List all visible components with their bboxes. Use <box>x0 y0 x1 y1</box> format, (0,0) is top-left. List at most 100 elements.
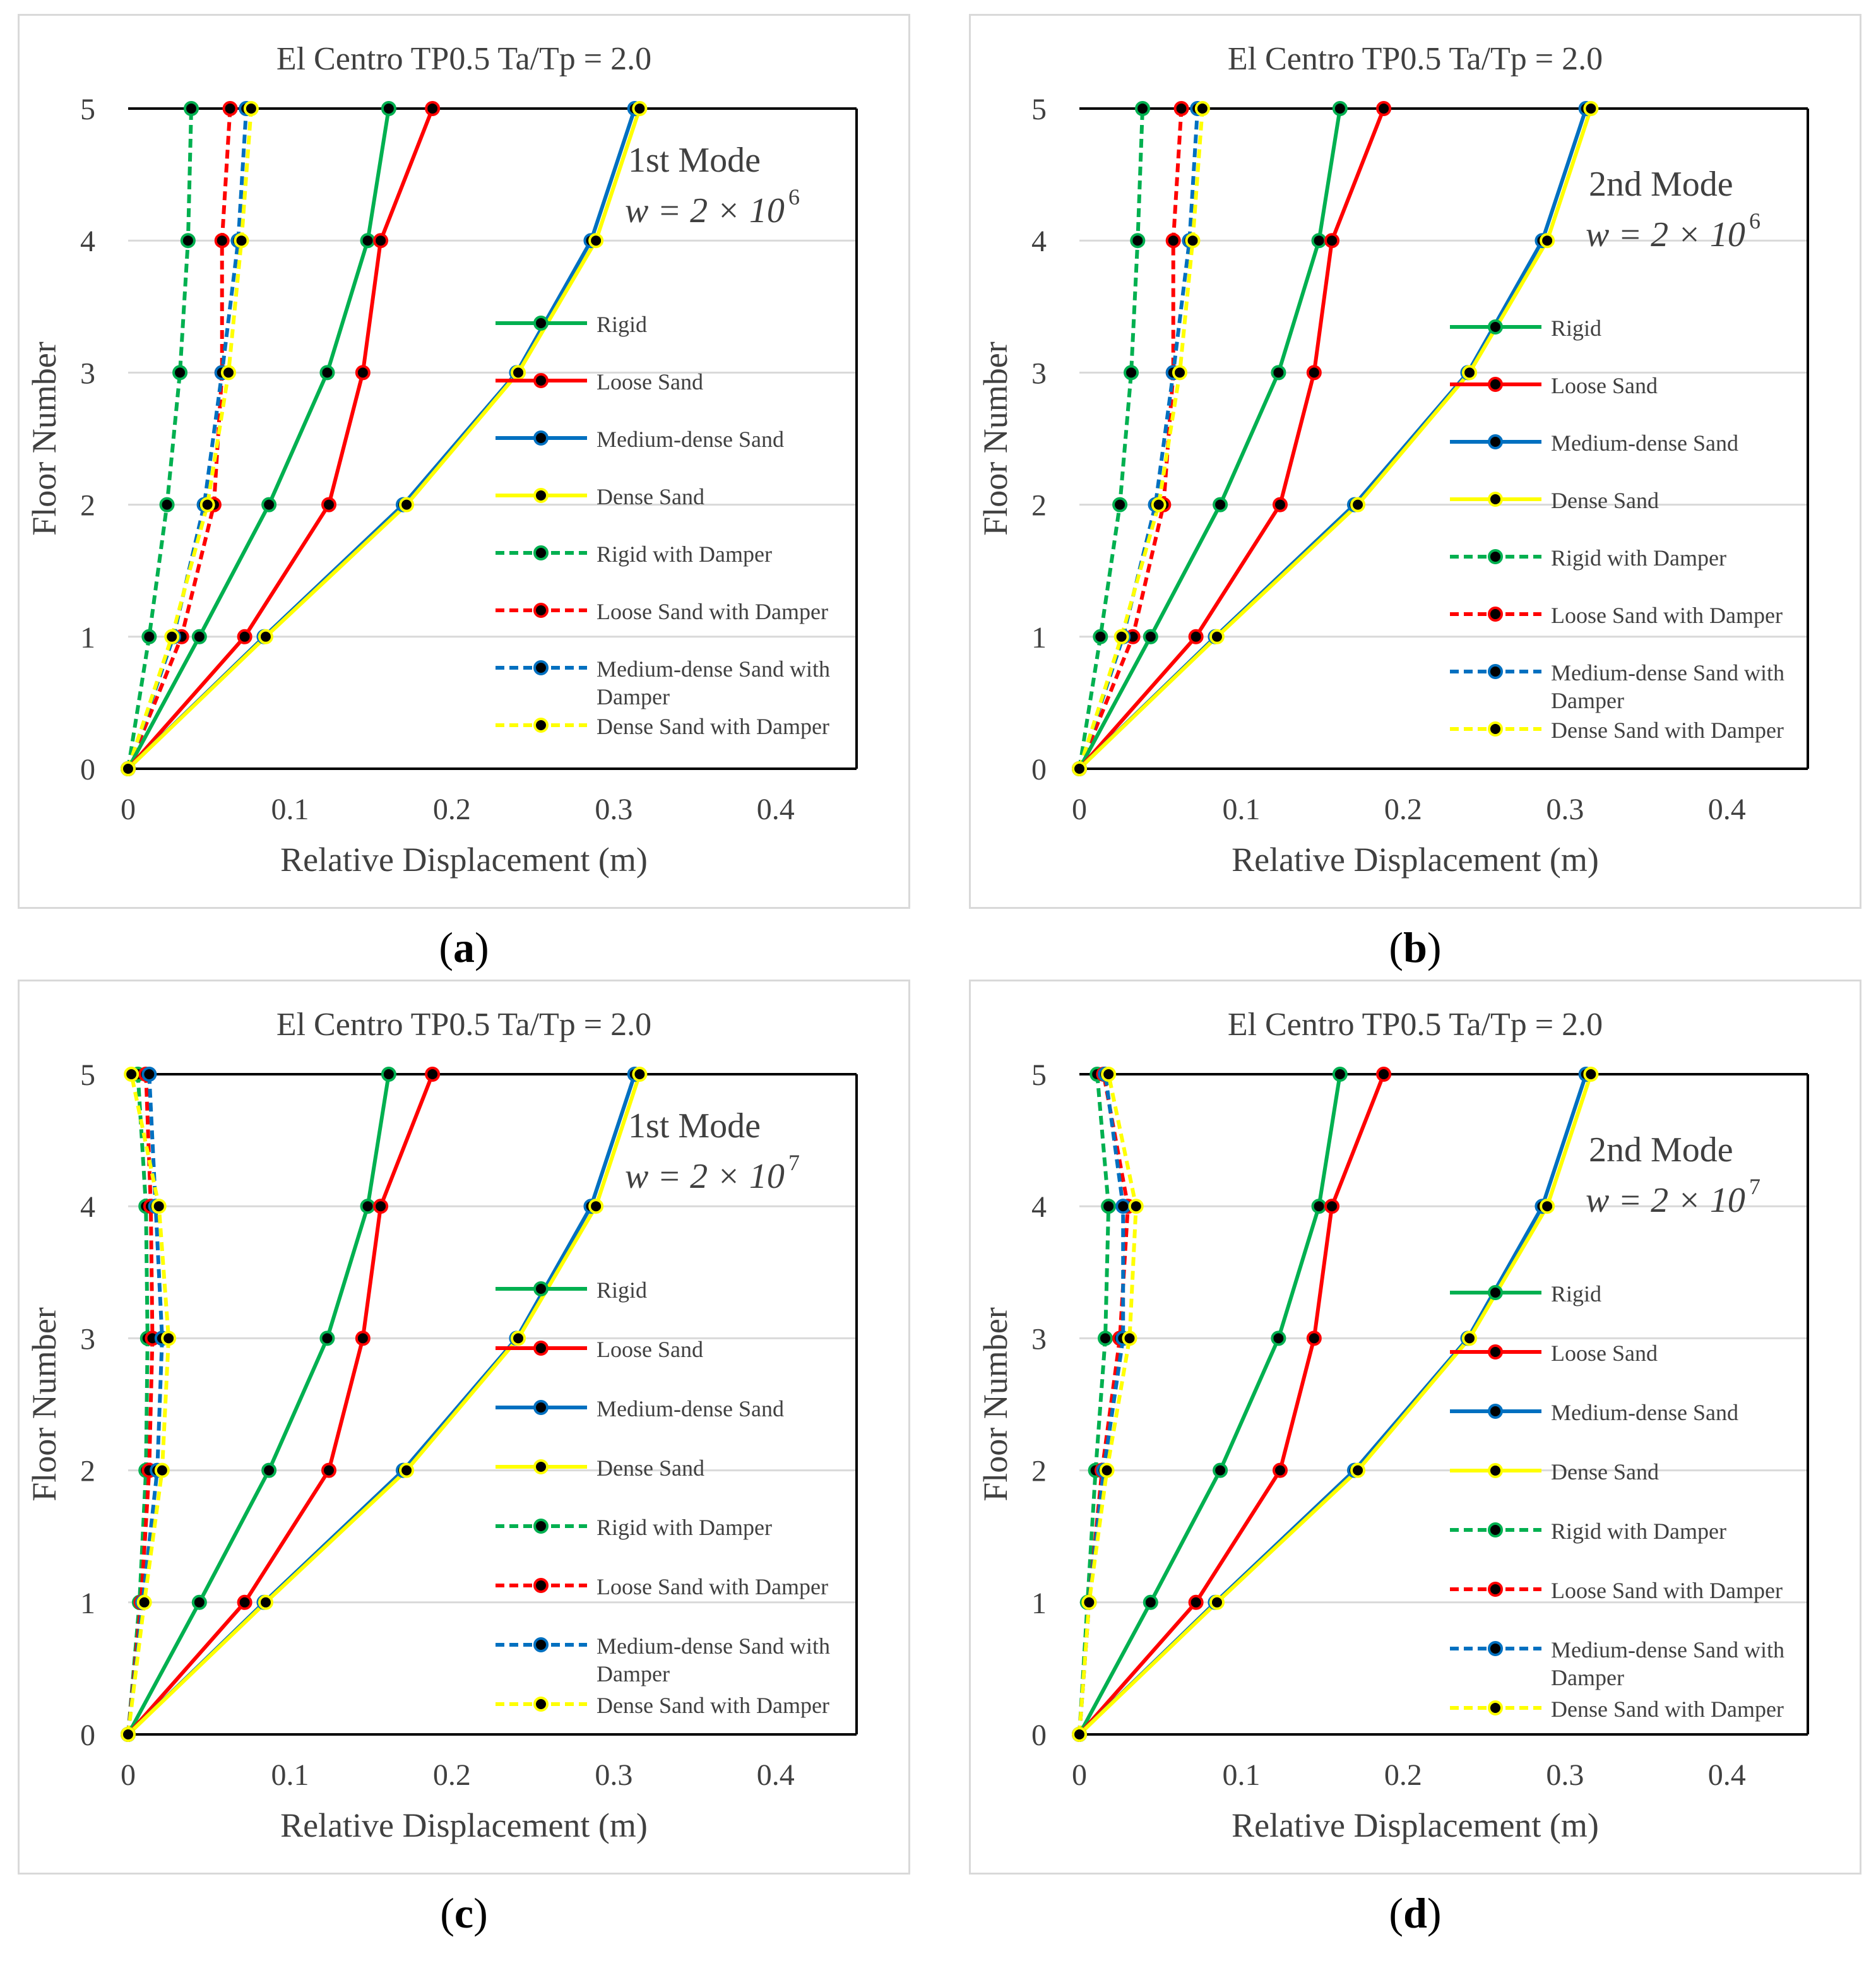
panel-caption-a: (a) <box>439 923 489 971</box>
data-point <box>1172 365 1187 381</box>
y-tick-label: 4 <box>1031 1190 1047 1224</box>
legend-label: Rigid <box>1551 316 1601 341</box>
data-point <box>261 1462 277 1478</box>
data-point <box>191 629 207 644</box>
y-tick-label: 5 <box>80 1058 95 1092</box>
annotation-mode: 2nd Mode <box>1589 1130 1733 1170</box>
data-point <box>172 365 188 381</box>
legend-label: Dense Sand <box>1551 1459 1659 1484</box>
data-point <box>1213 497 1228 512</box>
annotation-exponent: 7 <box>1749 1174 1760 1199</box>
legend-label: Dense Sand with Damper <box>597 1693 829 1718</box>
data-point <box>1165 233 1181 249</box>
x-tick-label: 0.2 <box>1384 1758 1422 1792</box>
y-tick-label: 4 <box>80 225 95 258</box>
x-tick-label: 0 <box>1072 1758 1087 1792</box>
legend-marker <box>533 660 549 675</box>
data-point <box>1185 233 1201 249</box>
y-tick-label: 1 <box>1031 621 1047 655</box>
legend-label: Medium-dense Sand with <box>1551 660 1784 685</box>
data-point <box>154 1462 170 1478</box>
legend-marker <box>1488 1404 1503 1419</box>
data-point <box>381 101 396 116</box>
data-point <box>399 497 415 512</box>
data-point <box>222 101 238 116</box>
legend-label: Medium-dense Sand with <box>1551 1637 1784 1662</box>
legend-label-cont: Damper <box>1551 688 1624 713</box>
legend-label: Loose Sand with Damper <box>1551 603 1783 628</box>
legend-marker <box>533 1697 549 1712</box>
legend-marker <box>533 430 549 446</box>
data-point <box>1324 1199 1340 1214</box>
legend-label: Rigid with Damper <box>1551 1519 1726 1544</box>
y-axis-label: Floor Number <box>25 1307 63 1501</box>
legend-label: Medium-dense Sand <box>1551 430 1738 456</box>
data-point <box>1350 497 1366 512</box>
data-point <box>1462 1330 1478 1346</box>
panel-frame-b <box>969 14 1861 909</box>
series-line-rigid <box>126 1074 391 1736</box>
data-point <box>1115 1199 1131 1214</box>
series-line-rigid <box>126 108 391 770</box>
data-point <box>1072 1727 1087 1742</box>
series-line-loose-sand <box>1078 1073 1386 1736</box>
data-point <box>355 365 371 381</box>
legend-marker <box>1488 664 1503 679</box>
legend-marker <box>1488 549 1503 564</box>
data-point <box>151 1199 167 1214</box>
legend-marker <box>1488 1522 1503 1537</box>
legend-marker <box>1488 1285 1503 1300</box>
data-point <box>1311 233 1327 249</box>
series-line-loose-sand-with-damper <box>126 108 232 770</box>
y-tick-label: 5 <box>1031 93 1047 126</box>
legend-marker <box>533 1459 549 1474</box>
data-point <box>511 1330 526 1346</box>
x-tick-label: 0 <box>121 1758 136 1792</box>
data-point <box>121 761 136 776</box>
chart-title: El Centro TP0.5 Ta/Tp = 2.0 <box>276 41 651 77</box>
data-point <box>1098 1330 1113 1346</box>
data-point <box>425 101 441 116</box>
data-point <box>1306 365 1322 381</box>
data-point <box>1271 365 1286 381</box>
data-point <box>191 1594 207 1610</box>
annotation-w: w = 2 × 10 <box>625 1157 785 1196</box>
x-tick-label: 0.2 <box>433 1758 471 1792</box>
series-line-rigid-with-damper <box>1078 108 1145 769</box>
data-point <box>1376 1067 1392 1082</box>
x-tick-label: 0.1 <box>271 793 309 826</box>
series-line-dense-sand <box>1078 108 1593 771</box>
legend-marker <box>533 316 549 331</box>
x-tick-label: 0.2 <box>433 793 471 826</box>
legend-marker <box>1488 1641 1503 1656</box>
data-point <box>319 1330 335 1346</box>
legend-marker <box>1488 1463 1503 1478</box>
legend-label: Loose Sand <box>597 369 703 394</box>
series-line-dense-sand-with-damper <box>1078 108 1204 769</box>
chart-panel-b: El Centro TP0.5 Ta/Tp = 2.0 0 1 2 3 4 5 0 0.1 0.2… <box>977 41 1809 879</box>
data-point <box>1072 761 1087 776</box>
panel-frame-a <box>18 14 910 909</box>
legend-label: Rigid with Damper <box>597 1515 772 1540</box>
legend-marker <box>1488 434 1503 449</box>
y-tick-label: 3 <box>1031 357 1047 390</box>
legend-label: Loose Sand with Damper <box>1551 1578 1783 1603</box>
data-point <box>588 233 604 249</box>
data-point <box>511 365 526 381</box>
legend-marker <box>533 1578 549 1593</box>
data-point <box>321 497 336 512</box>
legend-marker <box>533 373 549 388</box>
data-point <box>1324 233 1340 249</box>
data-point <box>1540 233 1555 249</box>
legend-label: Loose Sand with Damper <box>597 1574 828 1599</box>
x-axis-label: Relative Displacement (m) <box>1232 841 1599 879</box>
data-point <box>319 365 335 381</box>
y-tick-label: 5 <box>1031 1058 1047 1092</box>
data-point <box>124 1067 140 1082</box>
data-point <box>237 1594 252 1610</box>
legend-label: Dense Sand with Damper <box>1551 1697 1784 1722</box>
annotation-w: w = 2 × 10 <box>625 191 785 230</box>
y-tick-label: 2 <box>80 489 95 523</box>
panel-frame-c <box>18 980 910 1875</box>
data-point <box>1311 1199 1327 1214</box>
